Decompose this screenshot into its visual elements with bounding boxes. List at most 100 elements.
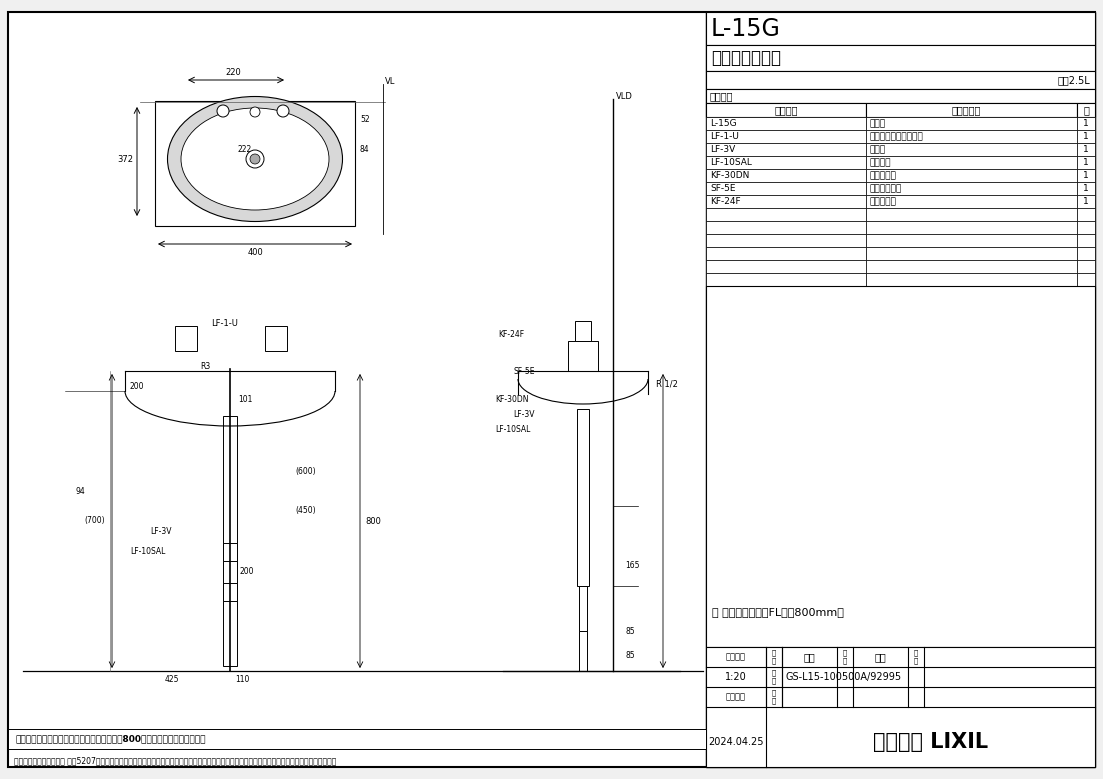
Text: 1: 1 bbox=[1083, 132, 1089, 141]
Text: 200: 200 bbox=[130, 382, 144, 390]
Text: 水石けん入: 水石けん入 bbox=[870, 197, 897, 206]
Text: 2024.04.25: 2024.04.25 bbox=[708, 737, 763, 747]
Text: 800: 800 bbox=[365, 516, 381, 526]
Bar bbox=[1077, 260, 1095, 273]
Text: 備
考: 備 考 bbox=[914, 650, 918, 664]
Circle shape bbox=[246, 150, 264, 168]
Bar bbox=[866, 247, 1077, 260]
Bar bbox=[706, 182, 866, 195]
Bar bbox=[265, 326, 287, 351]
Text: 降器寸法許容差はＪＩＳ Ａ㔦5207に準ずる。　壁取付商品には、根入木による壁補強が必要です。詳しくは、商品群「壁補強」一覧を参照ください。: 降器寸法許容差はＪＩＳ Ａ㔦5207に準ずる。 壁取付商品には、根入木による壁補… bbox=[14, 756, 336, 766]
Bar bbox=[706, 234, 866, 247]
Text: KF-30DN: KF-30DN bbox=[710, 171, 749, 180]
Bar bbox=[706, 169, 866, 182]
Text: 製
図: 製 図 bbox=[772, 650, 777, 664]
Text: 400: 400 bbox=[247, 248, 263, 256]
Text: 425: 425 bbox=[165, 675, 180, 683]
Text: (600): (600) bbox=[295, 467, 315, 475]
Text: 取付木ネジ: 取付木ネジ bbox=[870, 171, 897, 180]
Bar bbox=[706, 208, 866, 221]
Bar bbox=[706, 71, 1095, 89]
Text: 200: 200 bbox=[240, 566, 255, 576]
Text: 縮　　尺: 縮 尺 bbox=[726, 653, 746, 661]
Bar bbox=[1077, 117, 1095, 130]
Text: SF-5E: SF-5E bbox=[513, 366, 535, 375]
Bar bbox=[866, 182, 1077, 195]
Text: ＊（　）内寸法は、手洗器あふれ排水高さ（800）を基準にした参考寸法。: ＊（ ）内寸法は、手洗器あふれ排水高さ（800）を基準にした参考寸法。 bbox=[17, 735, 206, 743]
Bar bbox=[577, 409, 589, 586]
Text: LF-3V: LF-3V bbox=[513, 410, 535, 418]
Text: 1: 1 bbox=[1083, 197, 1089, 206]
Text: L-15G: L-15G bbox=[711, 16, 781, 41]
Bar bbox=[579, 631, 587, 671]
Bar bbox=[1077, 234, 1095, 247]
Bar bbox=[866, 143, 1077, 156]
Text: 110: 110 bbox=[235, 675, 249, 683]
Text: バックハンガ: バックハンガ bbox=[870, 184, 902, 193]
Circle shape bbox=[217, 105, 229, 117]
Text: 1:20: 1:20 bbox=[725, 672, 747, 682]
Text: LF-10SAL: LF-10SAL bbox=[495, 425, 531, 433]
Text: 品　　　名: 品 名 bbox=[952, 105, 982, 115]
Bar bbox=[706, 260, 866, 273]
Text: LF-1-U: LF-1-U bbox=[710, 132, 739, 141]
Text: 84: 84 bbox=[360, 144, 370, 153]
Bar bbox=[706, 103, 866, 117]
Text: 94: 94 bbox=[75, 487, 85, 495]
Bar bbox=[1077, 182, 1095, 195]
Bar bbox=[1077, 143, 1095, 156]
Bar bbox=[866, 117, 1077, 130]
Bar bbox=[1077, 103, 1095, 117]
Text: (450): (450) bbox=[295, 506, 315, 516]
Bar bbox=[706, 273, 866, 286]
Text: LF-10SAL: LF-10SAL bbox=[130, 547, 165, 555]
Text: 1: 1 bbox=[1083, 145, 1089, 154]
Circle shape bbox=[277, 105, 289, 117]
Bar bbox=[706, 286, 1095, 647]
Bar bbox=[866, 195, 1077, 208]
Text: 85: 85 bbox=[625, 626, 634, 636]
Bar bbox=[706, 221, 866, 234]
Text: 大塚: 大塚 bbox=[804, 652, 815, 662]
Text: 52: 52 bbox=[360, 115, 370, 124]
Text: ＊ 手洗器取付高さFLより800mm。: ＊ 手洗器取付高さFLより800mm。 bbox=[713, 607, 844, 617]
Bar bbox=[706, 195, 866, 208]
Ellipse shape bbox=[181, 108, 329, 210]
Bar bbox=[575, 321, 591, 341]
Text: 1: 1 bbox=[1083, 171, 1089, 180]
Text: 1: 1 bbox=[1083, 158, 1089, 167]
Bar bbox=[175, 326, 197, 351]
Bar bbox=[1077, 169, 1095, 182]
Text: LF-3V: LF-3V bbox=[710, 145, 736, 154]
Text: 品　　番: 品 番 bbox=[774, 105, 797, 115]
Bar bbox=[1077, 156, 1095, 169]
Text: KF-24F: KF-24F bbox=[497, 330, 524, 339]
Text: L-15G: L-15G bbox=[710, 119, 737, 128]
Bar bbox=[706, 89, 1095, 103]
Text: LF-3V: LF-3V bbox=[150, 527, 171, 535]
Circle shape bbox=[250, 154, 260, 164]
Bar bbox=[579, 586, 587, 631]
Bar bbox=[866, 260, 1077, 273]
Bar bbox=[1077, 208, 1095, 221]
Bar bbox=[706, 45, 1095, 71]
Text: 容量2.5L: 容量2.5L bbox=[1058, 75, 1090, 85]
Text: 止水栓: 止水栓 bbox=[870, 145, 886, 154]
Text: 土井: 土井 bbox=[875, 652, 887, 662]
Bar bbox=[223, 583, 237, 601]
Bar bbox=[706, 12, 1095, 767]
Text: 数: 数 bbox=[1083, 105, 1089, 115]
Text: 立水栓（固定コマ式）: 立水栓（固定コマ式） bbox=[870, 132, 923, 141]
Text: 図
番: 図 番 bbox=[772, 670, 777, 684]
Bar bbox=[866, 208, 1077, 221]
Text: 器具明細: 器具明細 bbox=[710, 91, 733, 101]
Text: 日　　付: 日 付 bbox=[726, 693, 746, 702]
Bar bbox=[866, 103, 1077, 117]
Bar bbox=[1077, 221, 1095, 234]
Bar bbox=[866, 221, 1077, 234]
Text: VLD: VLD bbox=[615, 91, 633, 100]
Bar bbox=[866, 156, 1077, 169]
Text: 1: 1 bbox=[1083, 119, 1089, 128]
Text: R 1/2: R 1/2 bbox=[656, 379, 678, 389]
Bar bbox=[706, 117, 866, 130]
